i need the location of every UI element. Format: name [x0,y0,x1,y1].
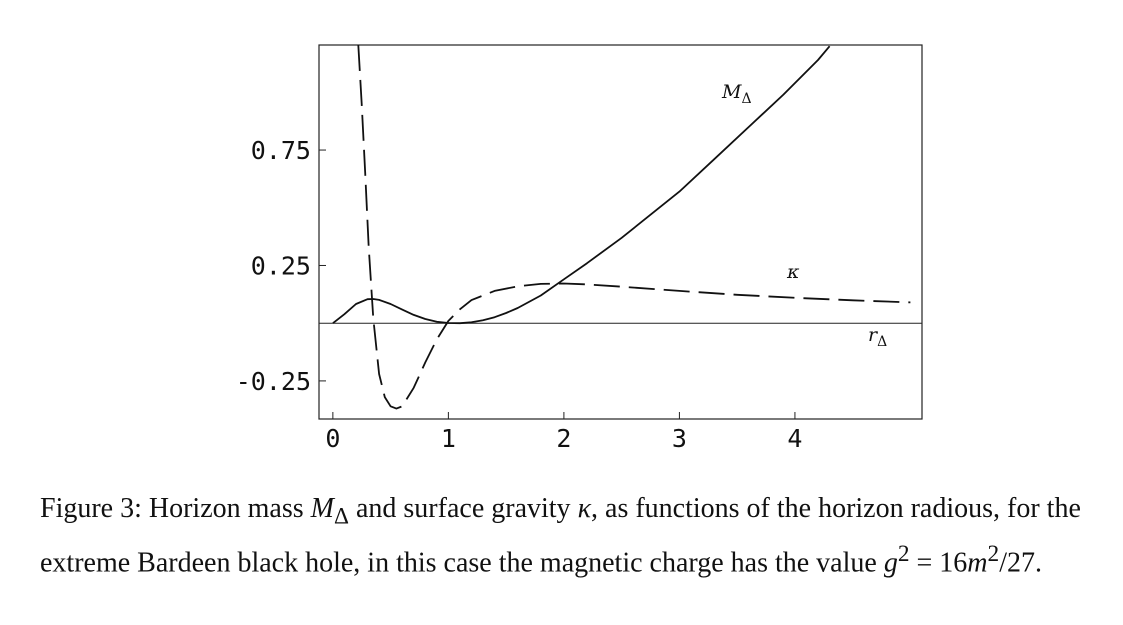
m-delta-label: MΔ [721,81,752,107]
kappa-series-line [357,45,911,410]
figure-caption: Figure 3: Horizon mass MΔ and surface gr… [40,493,1081,578]
series [332,45,911,410]
plot-frame [318,44,923,420]
ticks: 0 1 2 3 4 0.75 0.25 -0.25 [236,136,803,453]
kappa-label: κ [786,261,800,283]
x-tick-label: 0 [325,424,340,453]
r-delta-label: rΔ [868,324,887,350]
x-tick-label: 3 [672,424,687,453]
x-tick-label: 2 [556,424,571,453]
y-tick-label: -0.25 [236,367,311,396]
x-tick-label: 4 [787,424,802,453]
y-tick-label: 0.25 [251,251,311,280]
y-tick-label: 0.75 [251,136,311,165]
chart: 0 1 2 3 4 0.75 0.25 -0.25 MΔ κ rΔ [236,44,923,453]
x-tick-label: 1 [441,424,456,453]
mass-series-line [332,45,831,325]
